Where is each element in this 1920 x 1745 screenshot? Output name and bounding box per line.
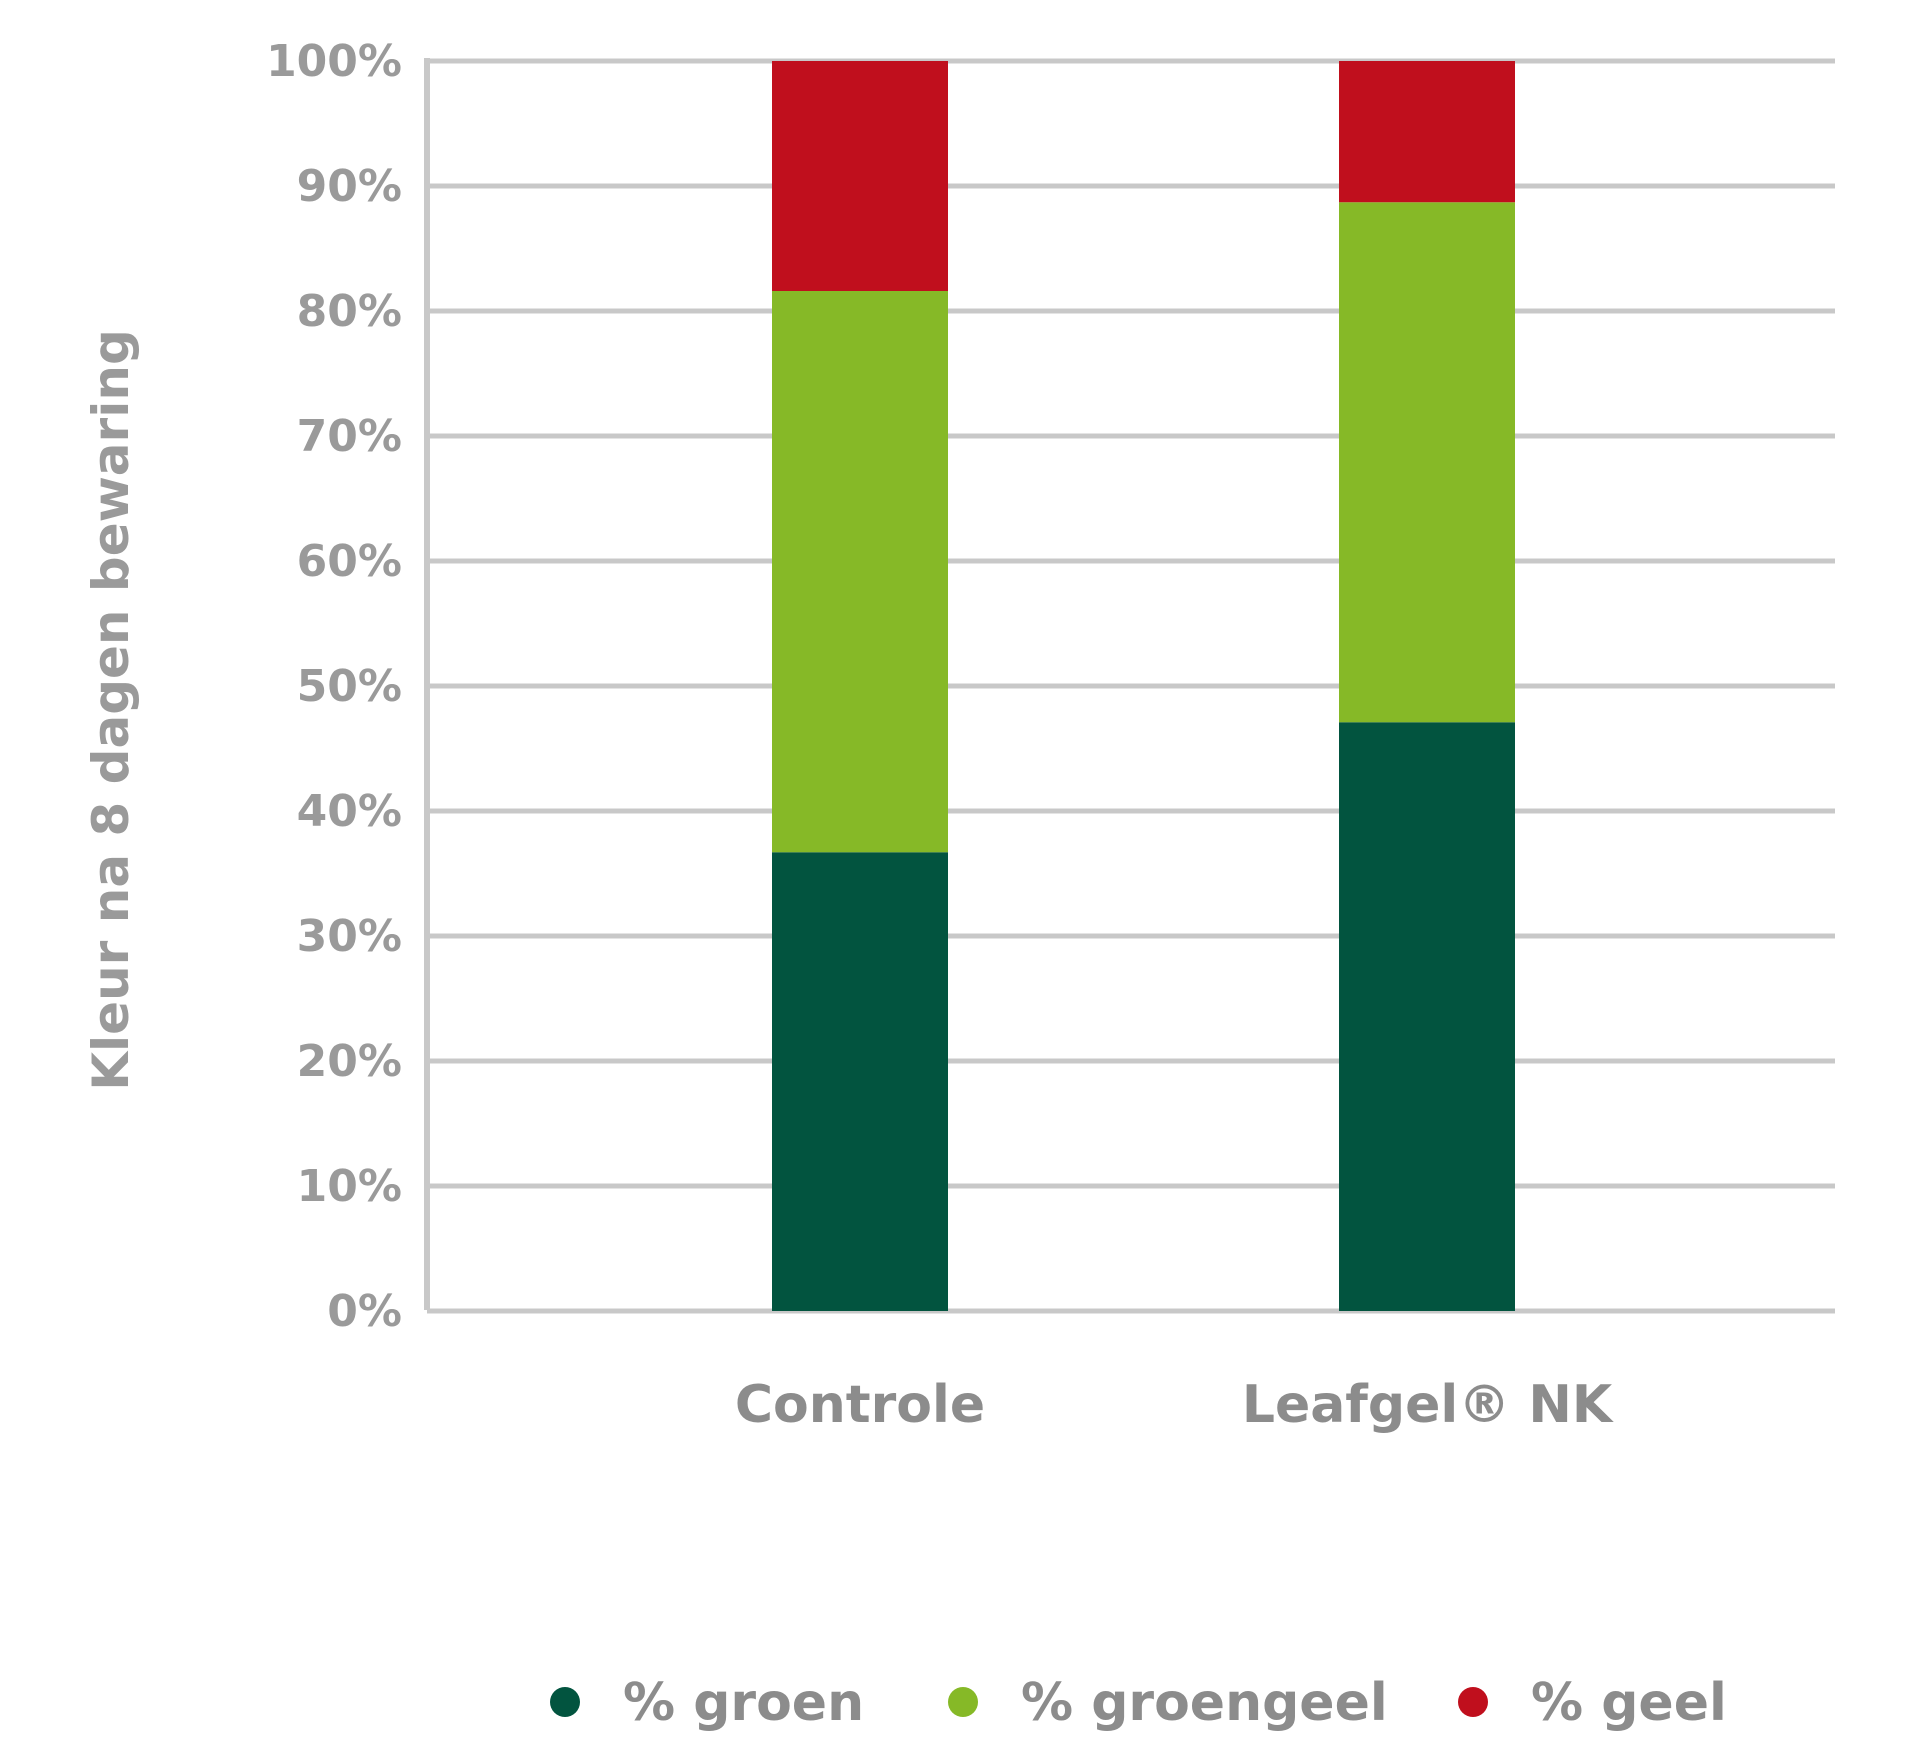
legend-item: % geel	[1458, 1673, 1727, 1733]
legend-item: % groen	[550, 1673, 864, 1733]
bar-segment	[1339, 61, 1515, 203]
y-tick-label: 70%	[297, 411, 402, 462]
y-tick-label: 0%	[327, 1286, 402, 1337]
y-tick-label: 20%	[297, 1036, 402, 1087]
y-tick-label: 90%	[297, 161, 402, 212]
bar-segment	[772, 852, 948, 1311]
bar-segment	[1339, 722, 1515, 1311]
legend-marker	[550, 1687, 580, 1717]
bars	[772, 61, 1515, 1311]
bar-segment	[772, 61, 948, 291]
y-tick-label: 80%	[297, 286, 402, 337]
y-tick-label: 40%	[297, 786, 402, 837]
gridlines	[427, 58, 1835, 1314]
legend-label: % groen	[623, 1673, 864, 1733]
x-tick-labels: Controle Leafgel® NK	[735, 1375, 1614, 1435]
y-axis-title: Kleur na 8 dagen bewaring	[82, 329, 140, 1090]
bar-segment	[1339, 202, 1515, 723]
legend-label: % groengeel	[1021, 1673, 1388, 1733]
x-tick-label: Leafgel® NK	[1242, 1375, 1614, 1435]
y-tick-label: 30%	[297, 911, 402, 962]
y-tick-labels: 0% 10% 20% 30% 40% 50% 60% 70% 80% 90% 100%	[266, 36, 402, 1337]
legend-marker	[948, 1687, 978, 1717]
y-tick-label: 10%	[297, 1161, 402, 1212]
legend: % groen % groengeel % geel	[550, 1673, 1727, 1733]
bar-segment	[772, 291, 948, 853]
legend-item: % groengeel	[948, 1673, 1388, 1733]
x-tick-label: Controle	[735, 1375, 985, 1435]
legend-label: % geel	[1531, 1673, 1727, 1733]
y-tick-label: 50%	[297, 661, 402, 712]
y-tick-label: 60%	[297, 536, 402, 587]
y-tick-label: 100%	[266, 36, 402, 87]
legend-marker	[1458, 1687, 1488, 1717]
